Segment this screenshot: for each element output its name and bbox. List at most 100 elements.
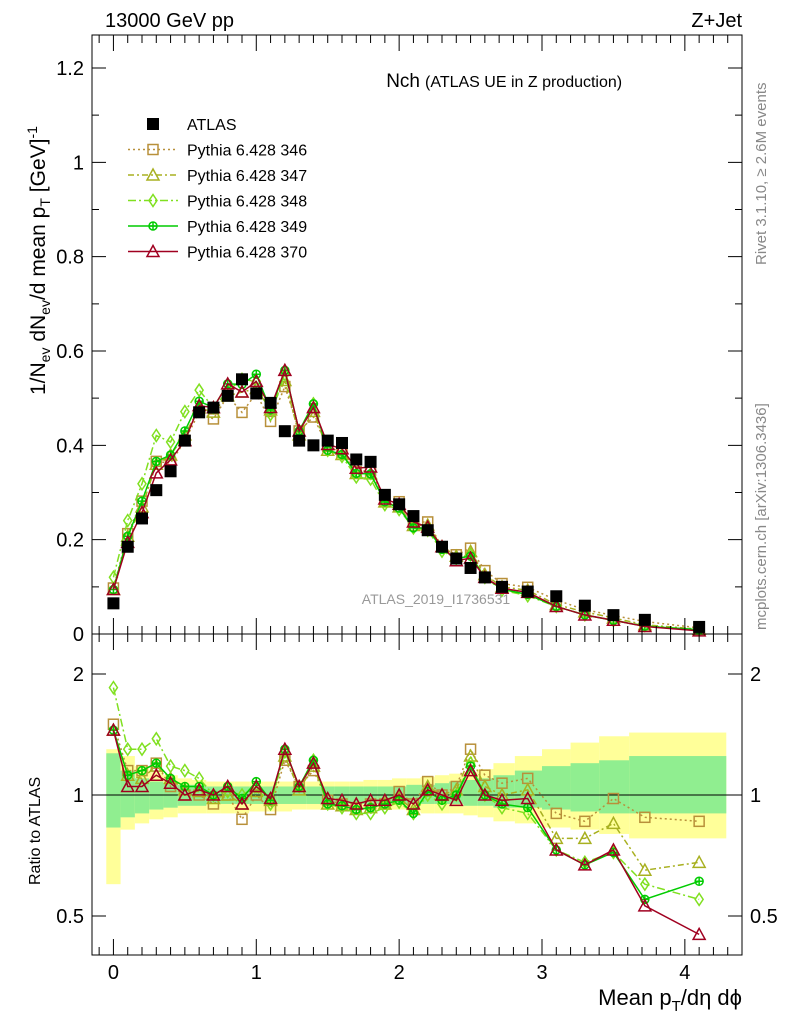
data-point [436,540,448,553]
data-point [378,488,391,501]
data-point [178,434,191,447]
ratio-line-2 [112,687,700,901]
ratio-point [577,830,593,845]
data-point [121,540,134,553]
legend-marker [147,118,159,130]
x-axis-label: Mean pT/dη dϕ [598,985,742,1015]
series-point [179,404,190,419]
band-stat-bin [463,779,478,806]
data-point [150,484,163,497]
ratio-point [206,787,221,801]
x-tick-label: 4 [679,962,690,984]
ratio-point [520,782,535,796]
ratio-point [291,778,307,793]
ratio-y-tick-label: 0.5 [56,906,84,928]
y-tick-label: 1 [73,152,84,174]
ratio-y-tick-label-right: 0.5 [750,906,778,928]
ratio-point [106,722,121,736]
y-tick-label: 0.2 [56,530,84,552]
legend-marker [148,221,158,231]
x-tick-label: 2 [394,962,405,984]
band-stat-bin [542,766,571,810]
series-point [149,465,164,479]
ratio-point [234,796,250,810]
y-tick-label: 0 [73,624,84,646]
y-axis-label: 1/Nev dNev/d mean pT [GeV]-1 [24,126,53,395]
data-point [550,590,563,603]
data-point [207,401,220,414]
data-point [164,465,177,478]
data-point [307,439,320,452]
data-point [221,389,234,402]
series-point [151,428,162,443]
ratio-point [477,787,493,801]
ratio-y-axis-label: Ratio to ATLAS [27,777,44,885]
series-point [122,513,133,528]
data-point [350,453,363,466]
ratio-point [408,808,419,819]
ratio-point [420,782,435,796]
series-point [194,382,205,398]
ratio-point [377,792,393,807]
ratio-point [434,787,450,801]
legend-marker [148,193,158,208]
ratio-point [308,752,319,768]
ratio-point [351,806,362,821]
data-point [607,609,620,622]
series-point [277,362,293,377]
legend-label: ATLAS [187,117,237,134]
ratio-y-tick-label: 2 [73,664,84,686]
series-point [163,452,178,466]
band-stat-bin [672,756,727,814]
data-point [193,406,206,419]
ratio-point [363,792,378,807]
band-stat-bin [106,753,121,828]
ratio-point [464,743,477,755]
legend: ATLAS Pythia 6.428 346 Pythia 6.428 347 Pyt… [128,117,307,262]
ratio-point [220,778,235,793]
ratio-point [277,741,293,755]
y-tick-label: 0.4 [56,435,84,457]
ratio-point [179,763,190,778]
ratio-point [151,731,162,747]
ratio-point [163,775,178,789]
legend-marker [147,143,159,156]
ratio-point [134,778,150,793]
legend-label: Pythia 6.428 346 [187,143,307,160]
series-point [249,373,264,388]
series-point [220,376,235,390]
ratio-point [691,926,707,941]
ratio-point [380,799,390,809]
ratio-point [136,764,148,777]
ratio-point [120,778,135,793]
data-point [336,436,348,449]
ratio-line-3 [112,729,700,901]
ratio-point [579,815,591,828]
series-line-2 [112,371,700,631]
ratio-point [334,792,350,807]
data-point [478,571,491,584]
ratio-point [137,765,147,776]
x-tick-label: 3 [536,962,547,984]
series-point [165,434,176,450]
ratio-point [137,741,147,757]
ratio-point [220,787,235,801]
series-point [351,469,362,485]
ratio-point [306,755,321,769]
ratio-point [391,787,407,801]
legend-label: Pythia 6.428 349 [187,219,307,236]
ratio-point [320,790,335,805]
ratio-point [165,758,176,774]
data-point [393,498,406,511]
plot-title: Nch [386,71,420,92]
data-point [236,373,248,386]
ratio-point [349,796,364,810]
data-point [450,552,463,565]
series-point [151,456,162,467]
ratio-point [694,876,704,887]
ratio-point [497,799,507,809]
series-line-3 [112,367,700,631]
ratio-point [263,790,278,805]
